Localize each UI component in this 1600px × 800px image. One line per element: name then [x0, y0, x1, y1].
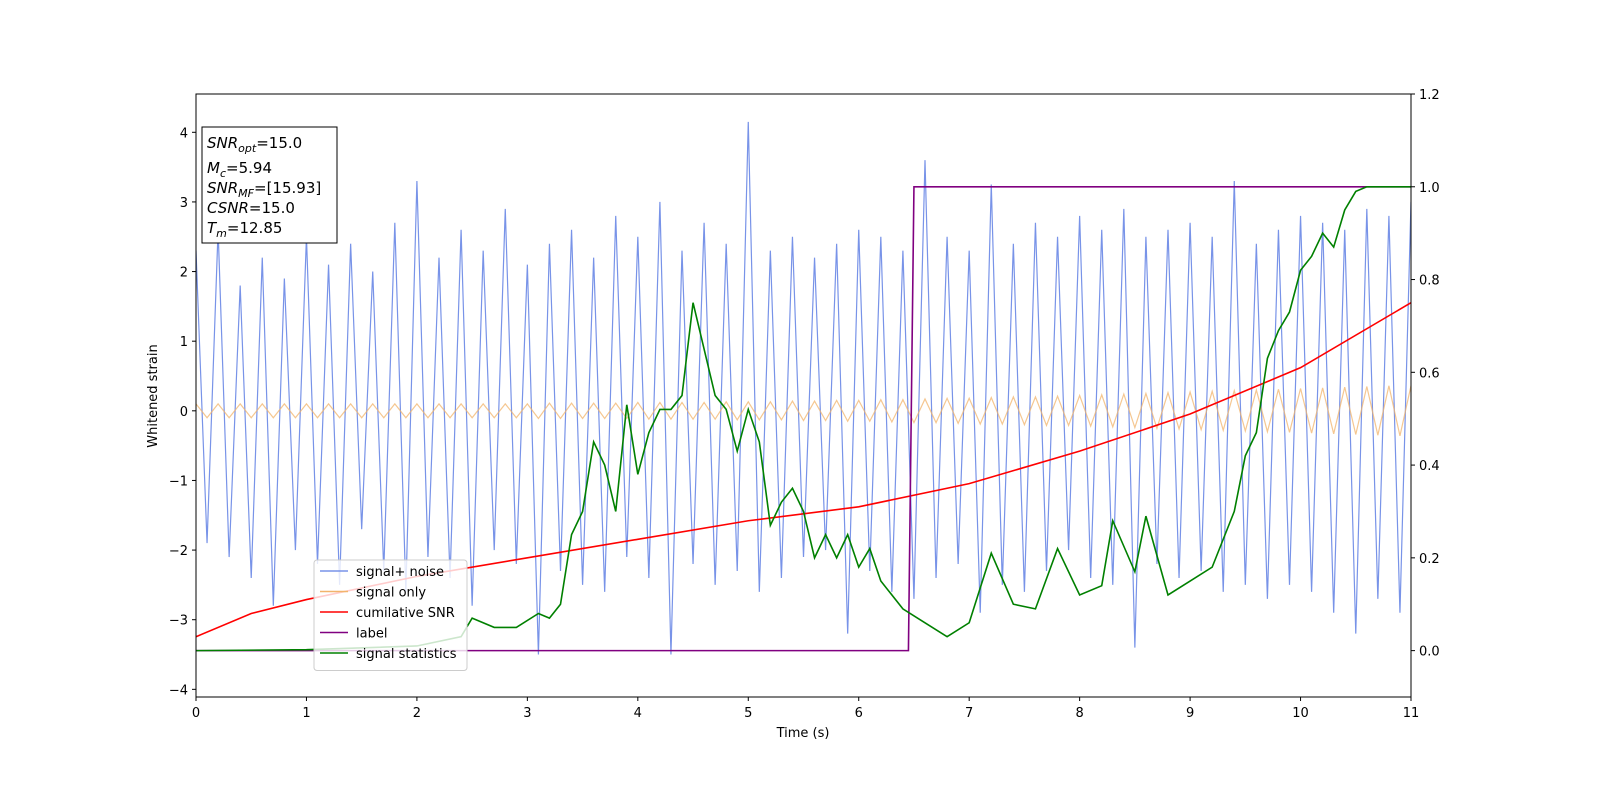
y-tick-label: 3: [180, 196, 188, 211]
legend-label: label: [356, 627, 387, 642]
annotation-line: SNRopt=15.0: [207, 134, 302, 155]
x-tick-label: 1: [302, 706, 310, 721]
x-tick-label: 8: [1075, 706, 1083, 721]
series-line: [196, 121, 1411, 655]
annotation-symbol: CSNR: [207, 199, 249, 217]
y-tick-label: −2: [169, 544, 188, 559]
axes-frame: [195, 93, 1412, 698]
x-tick-label: 6: [855, 706, 863, 721]
series-line: [196, 385, 1411, 437]
legend: signal+ noise signal only cumilative SNR la…: [313, 559, 468, 671]
annotation-symbol: M: [207, 159, 220, 177]
x-tick-label: 7: [965, 706, 973, 721]
y2-tick-label: 0.2: [1419, 552, 1440, 567]
legend-label: cumilative SNR: [356, 606, 455, 621]
y-tick-label: 4: [180, 126, 188, 141]
annotation-text: =[15.93]: [254, 179, 321, 197]
annotation-sub: MF: [238, 187, 254, 200]
y-tick-label: −3: [169, 614, 188, 629]
y2-tick-label: 0.8: [1419, 274, 1440, 289]
annotation-line: CSNR=15.0: [207, 199, 295, 217]
x-tick-label: 3: [523, 706, 531, 721]
annotation-sub: m: [216, 227, 227, 240]
x-tick-label: 2: [413, 706, 421, 721]
plot-area: [196, 121, 1411, 655]
y-tick-label: 2: [180, 266, 188, 281]
y2-tick-label: 0.6: [1419, 366, 1440, 381]
series-line: [196, 302, 1411, 638]
y2-tick-label: 1.0: [1419, 181, 1440, 196]
series-line: [196, 185, 1411, 652]
x-tick-label: 10: [1292, 706, 1309, 721]
annotation-line: Tm=12.85: [207, 219, 282, 240]
annotation-frame: [201, 126, 338, 244]
annotation-sub: opt: [238, 142, 257, 155]
y-tick-label: 1: [180, 335, 188, 350]
series-line: [196, 185, 1411, 652]
y-tick-label: −4: [169, 683, 188, 698]
annotation-text: =12.85: [227, 219, 283, 237]
x-axis-label: Time (s): [776, 726, 830, 741]
annotation-symbol: T: [207, 219, 218, 237]
x-tick-label: 9: [1186, 706, 1194, 721]
annotation-line: Mc=5.94: [207, 159, 272, 180]
annotation-sub: c: [220, 167, 226, 180]
x-tick-label: 0: [192, 706, 200, 721]
annotation-box: SNRopt=15.0Mc=5.94SNRMF=[15.93]CSNR=15.0…: [201, 126, 338, 244]
annotation-text: =15.0: [249, 199, 295, 217]
annotation-text: =15.0: [256, 134, 302, 152]
x-tick-label: 5: [744, 706, 752, 721]
x-tick-label: 11: [1403, 706, 1420, 721]
legend-label: signal only: [356, 586, 426, 601]
y2-tick-label: 1.2: [1419, 88, 1440, 103]
annotation-symbol: SNR: [207, 179, 238, 197]
annotation-line: SNRMF=[15.93]: [207, 179, 321, 200]
y2-tick-label: 0.0: [1419, 645, 1440, 660]
annotation-symbol: SNR: [207, 134, 238, 152]
y2-tick-label: 0.4: [1419, 459, 1440, 474]
y-tick-label: −1: [169, 474, 188, 489]
x-tick-label: 4: [634, 706, 642, 721]
legend-frame: [313, 559, 468, 671]
annotation-text: =5.94: [226, 159, 272, 177]
legend-label: signal+ noise: [356, 565, 444, 580]
legend-label: signal statistics: [356, 647, 457, 662]
y-axis-label: Whitened strain: [146, 344, 161, 447]
y-tick-label: 0: [180, 405, 188, 420]
